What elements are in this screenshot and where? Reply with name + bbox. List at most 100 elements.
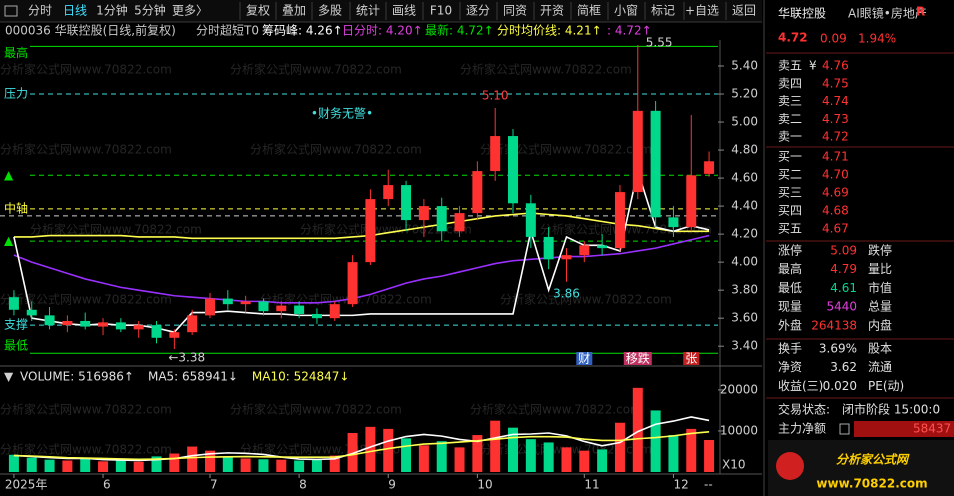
volume-ma-line (13, 430, 710, 461)
volume-bar (686, 428, 697, 472)
stat-label: 换手 (778, 342, 802, 356)
stat-label: 市值 (868, 280, 892, 295)
ask-price: 4.75 (822, 76, 849, 90)
watermark: 分析家公式网www.70822.com (0, 62, 172, 77)
toolbar-button[interactable]: +自选 (685, 4, 719, 18)
bid-price: 4.68 (822, 204, 849, 218)
toolbar-button[interactable]: 复权 (246, 4, 270, 18)
candle-body (472, 171, 483, 214)
status-label: 交易状态: (778, 402, 830, 417)
candle-body (383, 185, 394, 200)
toolbar-button[interactable]: 1分钟 (96, 3, 128, 18)
candle-body (418, 206, 429, 221)
candle-body (686, 175, 697, 228)
toolbar-button[interactable]: 多股 (318, 4, 342, 18)
stat-label: 跌停 (868, 243, 892, 258)
toolbar-button[interactable]: 统计 (356, 4, 380, 18)
toolbar-button[interactable]: 分时 (28, 4, 52, 18)
flow-value: 58437 (913, 422, 951, 436)
candle-body (436, 206, 447, 232)
toolbar-button[interactable]: 小窗 (614, 4, 638, 18)
candle-body (401, 185, 412, 221)
bid-label: 买三 (778, 186, 802, 200)
toolbar-button[interactable]: 日线 (63, 4, 87, 18)
candle-body (169, 332, 180, 338)
candle-body (668, 217, 679, 228)
volume-bar (472, 435, 483, 472)
x-tick-label: 2025年 (5, 478, 48, 492)
level-label: ▲ (4, 168, 14, 182)
volume-bar (187, 446, 198, 472)
volume-unit: X10 (722, 458, 746, 472)
toolbar-button[interactable]: 开资 (540, 4, 564, 18)
price-annotation: 5.10 (482, 89, 509, 103)
toolbar-button[interactable]: 更多〉 (172, 4, 208, 18)
watermark: 分析家公式网www.70822.com (460, 62, 632, 77)
toolbar-button[interactable]: F10 (430, 4, 452, 18)
price-annotation: ←3.38 (168, 350, 205, 364)
candle-body (614, 192, 625, 249)
toolbar-button[interactable]: 逐分 (466, 4, 490, 18)
stat-label: 流通 (868, 360, 892, 374)
event-box (683, 352, 700, 365)
info-item: 筹码峰: 4.26↑ (262, 24, 343, 38)
candle-body (579, 245, 590, 256)
stat-label: 净资 (778, 360, 802, 374)
price-annotation: 3.86 (553, 286, 580, 300)
info-item: : 4.72↑ (607, 24, 652, 38)
y-tick-label: 3.40 (731, 339, 758, 353)
volume-bar (454, 447, 465, 472)
x-tick-label: 12 (673, 478, 688, 492)
watermark: 分析家公式网www.70822.com (230, 402, 402, 417)
y-tick-label: 4.60 (731, 171, 758, 185)
toolbar-button[interactable]: 同资 (503, 4, 527, 18)
candle-body (650, 110, 661, 218)
stat-value: 3.69% (819, 342, 857, 356)
stat-label: 内盘 (868, 317, 892, 332)
stat-value: 0.020 (823, 379, 857, 393)
candle-body (525, 203, 536, 237)
toolbar-button[interactable]: 返回 (732, 4, 756, 18)
x-tick-label: 9 (388, 478, 396, 492)
volume-legend: VOLUME: 516986↑ (20, 370, 134, 384)
ask-label: 卖一 (778, 130, 802, 144)
stat-label: 最高 (778, 261, 802, 276)
bid-price: 4.70 (822, 168, 849, 182)
stat-label: 股本 (868, 342, 892, 356)
stat-label: 量比 (868, 262, 892, 276)
toolbar-button[interactable]: 画线 (392, 4, 416, 18)
candle-body (26, 309, 37, 316)
watermark: 分析家公式网www.70822.com (0, 292, 172, 307)
candle-body (151, 325, 162, 338)
volume-bar (98, 461, 109, 472)
candle-body (115, 322, 126, 330)
candle-body (80, 320, 91, 327)
candle-body (561, 255, 572, 260)
watermark: 分析家公式网www.70822.com (30, 222, 202, 237)
volume-ma-line (13, 416, 710, 462)
toolbar-button[interactable]: 标记 (651, 4, 675, 18)
y-tick-label: 3.60 (731, 311, 758, 325)
volume-legend: MA5: 658941↓ (148, 370, 238, 384)
y-tick-label: 4.80 (731, 143, 758, 157)
volume-bar (258, 459, 269, 472)
stock-badge: R (916, 5, 925, 19)
bid-price: 4.71 (822, 150, 849, 164)
toolbar-button[interactable]: 叠加 (282, 4, 306, 18)
menu-icon[interactable] (4, 5, 18, 17)
stat-value: 3.62 (830, 360, 857, 374)
volume-bar (436, 441, 447, 472)
flow-box (854, 421, 954, 437)
change-pct: 1.94% (858, 32, 896, 46)
indicator-line (13, 168, 710, 334)
volume-bar (401, 438, 412, 472)
volume-legend: MA10: 524847↓ (252, 370, 350, 384)
corner-label: -- (704, 478, 713, 492)
toolbar-button[interactable]: 简框 (577, 4, 601, 18)
candle-body (490, 136, 501, 172)
toolbar-button[interactable]: 5分钟 (134, 3, 166, 18)
candle-body (8, 297, 19, 310)
y-tick-label: 4.40 (731, 199, 758, 213)
